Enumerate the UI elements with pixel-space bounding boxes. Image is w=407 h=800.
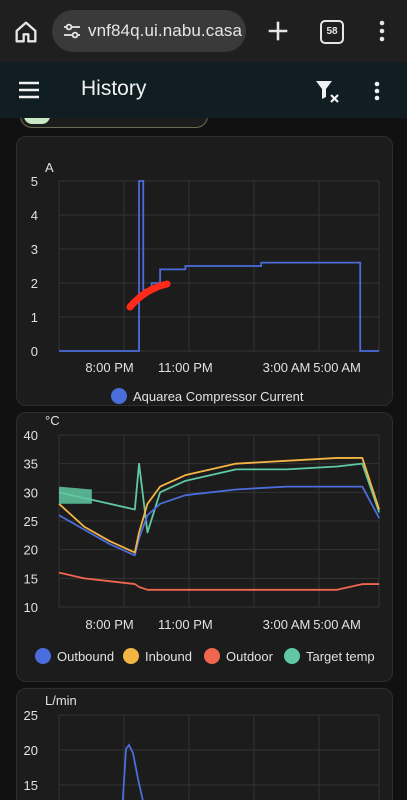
legend-swatch xyxy=(111,388,127,404)
series-band-target-temp xyxy=(59,486,92,504)
y-tick-label: 30 xyxy=(24,485,38,500)
y-tick-label: 20 xyxy=(24,743,38,758)
site-settings-icon[interactable] xyxy=(62,21,82,41)
chart-card-flow: L/min 15 20 25 xyxy=(16,688,393,800)
chip-avatar xyxy=(24,118,50,124)
temperature-chart: °C 10 15 20 25 30 35 40 8:00 PM 11:00 PM 3:00 AM 5:… xyxy=(24,413,381,664)
annotation-stroke xyxy=(126,280,171,311)
x-tick-label: 11:00 PM xyxy=(158,617,213,632)
y-tick-label: 20 xyxy=(24,543,38,558)
y-tick-label: 4 xyxy=(31,208,38,223)
x-tick-label: 5:00 AM xyxy=(313,360,361,375)
chart-card-temperatures: °C 10 15 20 25 30 35 40 8:00 PM 11:00 PM 3:00 AM 5:… xyxy=(16,412,393,682)
address-bar[interactable]: vnf84q.ui.nabu.casa xyxy=(52,10,246,52)
y-tick-label: 0 xyxy=(31,344,38,359)
browser-toolbar: vnf84q.ui.nabu.casa 58 xyxy=(0,0,407,62)
y-tick-label: 10 xyxy=(24,600,38,615)
legend-swatch-outbound xyxy=(35,648,51,664)
history-content: A 0 1 2 3 4 5 8:00 PM 11:00 PM 3:00 AM 5:00 AM Aqua… xyxy=(0,118,407,800)
legend-label: Aquarea Compressor Current xyxy=(133,389,304,404)
hamburger-menu-icon[interactable] xyxy=(16,77,42,103)
y-tick-label: 25 xyxy=(24,708,38,723)
x-tick-label: 3:00 AM xyxy=(263,617,311,632)
axis-unit-label: A xyxy=(45,160,54,175)
y-tick-label: 15 xyxy=(24,778,38,793)
legend-swatch-target-temp xyxy=(284,648,300,664)
compressor-current-chart: A 0 1 2 3 4 5 8:00 PM 11:00 PM 3:00 AM 5:00 AM Aqua… xyxy=(31,160,380,404)
x-tick-label: 5:00 AM xyxy=(313,617,361,632)
tab-switcher-button[interactable]: 58 xyxy=(320,20,344,44)
filter-remove-icon[interactable] xyxy=(313,77,341,105)
axis-unit-label: L/min xyxy=(45,693,77,708)
y-tick-label: 25 xyxy=(24,514,38,529)
legend-swatch-outdoor xyxy=(204,648,220,664)
series-line-outbound xyxy=(58,485,380,557)
legend-label-outbound: Outbound xyxy=(57,649,114,664)
series-line-inbound xyxy=(58,457,381,554)
y-tick-label: 2 xyxy=(31,276,38,291)
y-tick-label: 3 xyxy=(31,242,38,257)
series-line-flow xyxy=(122,743,144,800)
more-vert-icon[interactable] xyxy=(367,77,387,105)
series-line-target-temp xyxy=(58,462,381,534)
y-tick-label: 35 xyxy=(24,457,38,472)
page-title: History xyxy=(81,77,147,100)
app-header: History xyxy=(0,62,407,118)
home-icon[interactable] xyxy=(12,18,40,46)
legend-label-outdoor: Outdoor xyxy=(226,649,274,664)
x-tick-label: 8:00 PM xyxy=(85,617,133,632)
series-line-compressor-current xyxy=(59,180,380,352)
x-tick-label: 8:00 PM xyxy=(85,360,133,375)
x-tick-label: 3:00 AM xyxy=(263,360,311,375)
chart-card-compressor-current: A 0 1 2 3 4 5 8:00 PM 11:00 PM 3:00 AM 5:00 AM Aqua… xyxy=(16,136,393,406)
more-vert-icon[interactable] xyxy=(372,17,392,45)
url-text: vnf84q.ui.nabu.casa xyxy=(88,21,243,40)
legend-swatch-inbound xyxy=(123,648,139,664)
x-tick-label: 11:00 PM xyxy=(158,360,213,375)
y-tick-label: 1 xyxy=(31,310,38,325)
new-tab-icon[interactable] xyxy=(264,17,292,45)
series-line-outdoor xyxy=(58,571,380,591)
y-tick-label: 15 xyxy=(24,571,38,586)
legend-label-target-temp: Target temp xyxy=(306,649,375,664)
y-tick-label: 40 xyxy=(24,428,38,443)
entity-chip[interactable] xyxy=(20,118,208,128)
y-tick-label: 5 xyxy=(31,174,38,189)
legend-label-inbound: Inbound xyxy=(145,649,192,664)
axis-unit-label: °C xyxy=(45,413,60,428)
flow-chart: L/min 15 20 25 xyxy=(24,693,380,800)
